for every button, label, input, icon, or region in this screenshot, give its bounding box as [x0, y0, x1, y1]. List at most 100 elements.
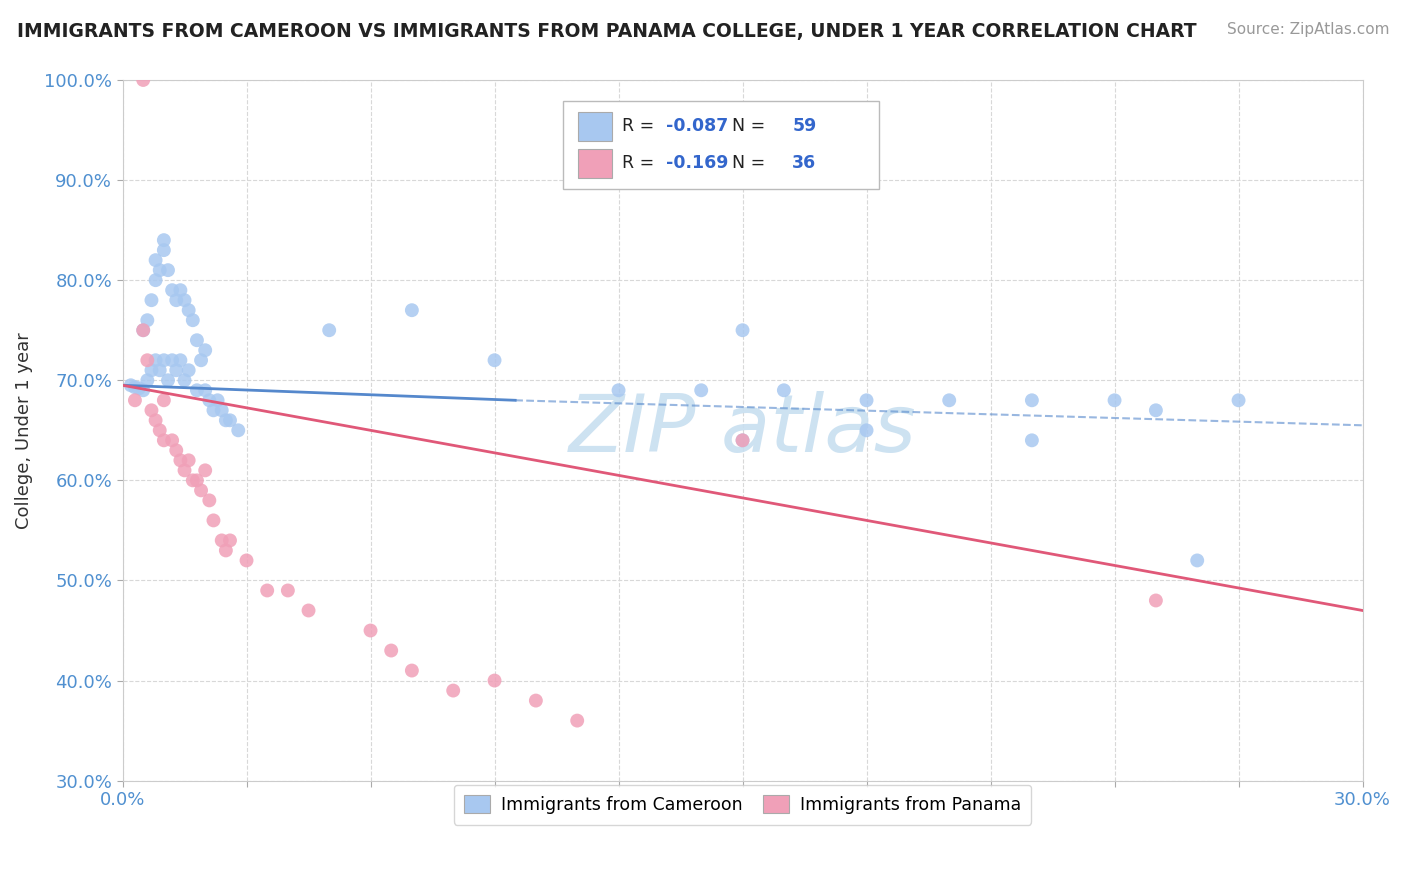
Point: [177, 453, 200, 467]
Point: [173, 293, 195, 308]
Text: ZIP atlas: ZIP atlas: [568, 392, 917, 469]
Point: [1021, 434, 1043, 448]
Point: [194, 384, 217, 398]
Point: [380, 643, 402, 657]
Point: [401, 303, 423, 318]
Point: [141, 293, 163, 308]
Point: [215, 543, 238, 558]
Point: [153, 353, 176, 368]
Point: [194, 463, 217, 477]
Text: IMMIGRANTS FROM CAMEROON VS IMMIGRANTS FROM PANAMA COLLEGE, UNDER 1 YEAR CORRELA: IMMIGRANTS FROM CAMEROON VS IMMIGRANTS F…: [17, 22, 1197, 41]
Point: [145, 253, 167, 268]
Bar: [578, 149, 613, 178]
Point: [202, 513, 225, 527]
Point: [177, 303, 200, 318]
Text: R =: R =: [623, 154, 659, 172]
Point: [198, 493, 221, 508]
Point: [160, 283, 183, 297]
Point: [297, 603, 319, 617]
Point: [235, 553, 257, 567]
Point: [401, 664, 423, 678]
Point: [607, 384, 630, 398]
Point: [524, 693, 547, 707]
FancyBboxPatch shape: [562, 101, 879, 188]
Text: -0.087: -0.087: [665, 117, 728, 136]
Point: [731, 323, 754, 337]
Point: [567, 714, 589, 728]
Point: [855, 393, 877, 408]
Point: [1021, 393, 1043, 408]
Point: [153, 393, 176, 408]
Point: [1144, 593, 1167, 607]
Point: [136, 353, 159, 368]
Point: [441, 683, 464, 698]
Point: [124, 393, 146, 408]
Point: [211, 403, 233, 417]
Point: [145, 413, 167, 427]
Point: [219, 533, 242, 548]
Point: [190, 483, 212, 498]
Point: [186, 333, 208, 347]
Point: [1187, 553, 1209, 567]
Point: [153, 434, 176, 448]
Point: [181, 474, 204, 488]
Point: [360, 624, 382, 638]
Point: [194, 343, 217, 358]
Point: [169, 283, 191, 297]
Point: [219, 413, 242, 427]
Text: N =: N =: [721, 117, 772, 136]
Point: [132, 323, 155, 337]
Legend: Immigrants from Cameroon, Immigrants from Panama: Immigrants from Cameroon, Immigrants fro…: [454, 785, 1031, 824]
Point: [215, 413, 238, 427]
Point: [773, 384, 796, 398]
Point: [124, 380, 146, 394]
Point: [690, 384, 713, 398]
Point: [132, 323, 155, 337]
Point: [149, 363, 172, 377]
Text: -0.169: -0.169: [665, 154, 728, 172]
Point: [226, 423, 249, 437]
Text: 36: 36: [792, 154, 817, 172]
Point: [156, 373, 179, 387]
Point: [132, 73, 155, 87]
Point: [181, 313, 204, 327]
Point: [169, 353, 191, 368]
Point: [186, 474, 208, 488]
Point: [160, 353, 183, 368]
Point: [120, 378, 142, 392]
Point: [156, 263, 179, 277]
Point: [207, 393, 229, 408]
Y-axis label: College, Under 1 year: College, Under 1 year: [15, 332, 32, 529]
Point: [132, 384, 155, 398]
Point: [277, 583, 299, 598]
Point: [165, 443, 187, 458]
Point: [938, 393, 960, 408]
Point: [149, 263, 172, 277]
Point: [141, 363, 163, 377]
Point: [1227, 393, 1250, 408]
Point: [136, 313, 159, 327]
Point: [141, 403, 163, 417]
Point: [160, 434, 183, 448]
Point: [484, 353, 506, 368]
Point: [186, 384, 208, 398]
Point: [136, 373, 159, 387]
Point: [484, 673, 506, 688]
Point: [153, 233, 176, 247]
Point: [198, 393, 221, 408]
Point: [145, 353, 167, 368]
Point: [190, 353, 212, 368]
Point: [169, 453, 191, 467]
Point: [165, 293, 187, 308]
Point: [145, 273, 167, 287]
Point: [256, 583, 278, 598]
Point: [1144, 403, 1167, 417]
Point: [211, 533, 233, 548]
Point: [1104, 393, 1126, 408]
Text: R =: R =: [623, 117, 659, 136]
Text: 59: 59: [792, 117, 817, 136]
Point: [173, 373, 195, 387]
Point: [731, 434, 754, 448]
Point: [318, 323, 340, 337]
Point: [177, 363, 200, 377]
